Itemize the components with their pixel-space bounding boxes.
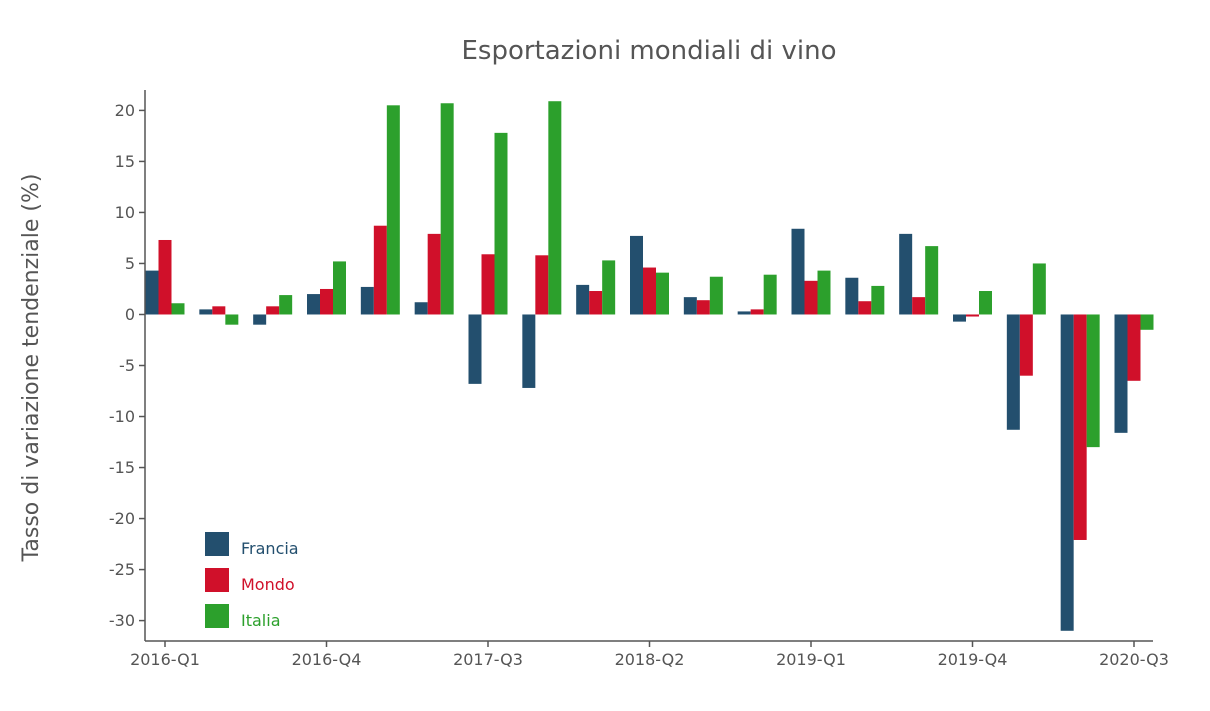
- bar-mondo-2020-q2: [1073, 314, 1087, 540]
- bar-francia-2019-q1: [791, 228, 805, 315]
- x-tick-label: 2016-Q4: [292, 650, 362, 669]
- bar-francia-2016-q1: [145, 270, 159, 315]
- x-tick-label: 2017-Q3: [453, 650, 523, 669]
- bar-italia-2017-q2: [440, 103, 454, 315]
- bar-mondo-2017-q3: [481, 254, 495, 315]
- x-tick-label: 2020-Q3: [1099, 650, 1169, 669]
- bar-italia-2019-q3: [925, 246, 939, 315]
- bar-italia-2016-q2: [225, 314, 239, 325]
- bar-italia-2018-q4: [763, 274, 777, 315]
- y-tick-label: -25: [109, 560, 135, 579]
- legend-label-francia: Francia: [241, 539, 299, 558]
- bar-italia-2017-q1: [386, 105, 400, 315]
- x-tick-label: 2016-Q1: [130, 650, 200, 669]
- axes-group: 20 15 10 5 0 -5 -10 -15 -20 -25 -30 2016-Q1 2016-Q4 2…: [109, 90, 1169, 669]
- bar-francia-2019-q2: [845, 277, 859, 315]
- bar-mondo-2018-q3: [696, 300, 710, 315]
- bar-mondo-2016-q3: [266, 306, 280, 315]
- bars-group: [145, 101, 1154, 631]
- legend-swatch-italia: [205, 604, 229, 628]
- bar-italia-2019-q4: [979, 291, 992, 315]
- bar-italia-2016-q4: [333, 261, 346, 315]
- y-axis-label: Tasso di variazione tendenziale (%): [19, 174, 44, 563]
- bar-mondo-2019-q1: [804, 280, 818, 315]
- bar-francia-2016-q2: [199, 309, 213, 315]
- bar-francia-2018-q2: [630, 235, 643, 315]
- bar-francia-2017-q2: [414, 302, 428, 315]
- bar-italia-2018-q1: [602, 260, 616, 315]
- bar-mondo-2019-q4: [966, 314, 979, 317]
- bar-italia-2019-q2: [871, 285, 885, 315]
- bar-mondo-2016-q4: [320, 288, 333, 315]
- bar-mondo-2018-q4: [750, 309, 764, 315]
- bar-italia-2019-q1: [817, 270, 831, 315]
- y-tick-label: -5: [119, 356, 135, 375]
- x-tick-label: 2019-Q1: [776, 650, 846, 669]
- legend-label-italia: Italia: [241, 611, 281, 630]
- x-tick-label: 2019-Q4: [938, 650, 1008, 669]
- bar-francia-2017-q4: [522, 314, 536, 388]
- bar-italia-2020-q2: [1086, 314, 1100, 448]
- bar-mondo-2019-q2: [858, 301, 872, 315]
- bar-francia-2019-q4: [953, 314, 966, 322]
- bar-italia-2018-q2: [656, 272, 669, 315]
- bar-francia-2016-q3: [253, 314, 267, 325]
- bar-francia-2018-q3: [683, 297, 697, 315]
- bar-francia-2018-q4: [737, 311, 751, 315]
- bar-italia-2016-q3: [279, 295, 293, 315]
- bar-mondo-2020-q1: [1019, 314, 1033, 376]
- bar-italia-2020-q3: [1140, 314, 1154, 330]
- y-tick-label: -20: [109, 509, 135, 528]
- bar-francia-2017-q1: [360, 286, 374, 315]
- y-tick-label: -10: [109, 407, 135, 426]
- legend-label-mondo: Mondo: [241, 575, 295, 594]
- chart-title: Esportazioni mondiali di vino: [461, 36, 836, 66]
- bar-italia-2017-q4: [548, 101, 562, 315]
- bar-francia-2018-q1: [576, 284, 590, 315]
- bar-mondo-2017-q1: [373, 225, 387, 315]
- bar-italia-2017-q3: [494, 132, 508, 315]
- bar-italia-2016-q1: [171, 303, 185, 315]
- y-tick-label: 5: [125, 254, 135, 273]
- y-tick-label: 15: [115, 152, 135, 171]
- bar-italia-2018-q3: [709, 276, 723, 315]
- x-tick-label: 2018-Q2: [615, 650, 685, 669]
- bar-mondo-2018-q1: [589, 291, 603, 315]
- bar-francia-2016-q4: [307, 294, 320, 315]
- y-tick-label: 0: [125, 305, 135, 324]
- bar-francia-2020-q3: [1114, 314, 1128, 433]
- y-tick-label: -15: [109, 458, 135, 477]
- bar-mondo-2017-q2: [427, 233, 441, 315]
- bar-mondo-2018-q2: [643, 267, 656, 315]
- legend-swatch-francia: [205, 532, 229, 556]
- y-tick-label: -30: [109, 611, 135, 630]
- y-tick-label: 20: [115, 101, 135, 120]
- y-tick-label: 10: [115, 203, 135, 222]
- bar-mondo-2019-q3: [912, 297, 926, 315]
- legend: Francia Mondo Italia: [205, 532, 299, 630]
- bar-italia-2020-q1: [1032, 263, 1046, 315]
- bar-mondo-2016-q2: [212, 306, 226, 315]
- bar-mondo-2020-q3: [1127, 314, 1141, 381]
- bar-francia-2020-q1: [1006, 314, 1020, 430]
- bar-francia-2019-q3: [899, 233, 913, 315]
- bar-mondo-2017-q4: [535, 255, 549, 315]
- bar-francia-2020-q2: [1060, 314, 1074, 631]
- bar-mondo-2016-q1: [158, 239, 172, 315]
- bar-francia-2017-q3: [468, 314, 482, 384]
- legend-swatch-mondo: [205, 568, 229, 592]
